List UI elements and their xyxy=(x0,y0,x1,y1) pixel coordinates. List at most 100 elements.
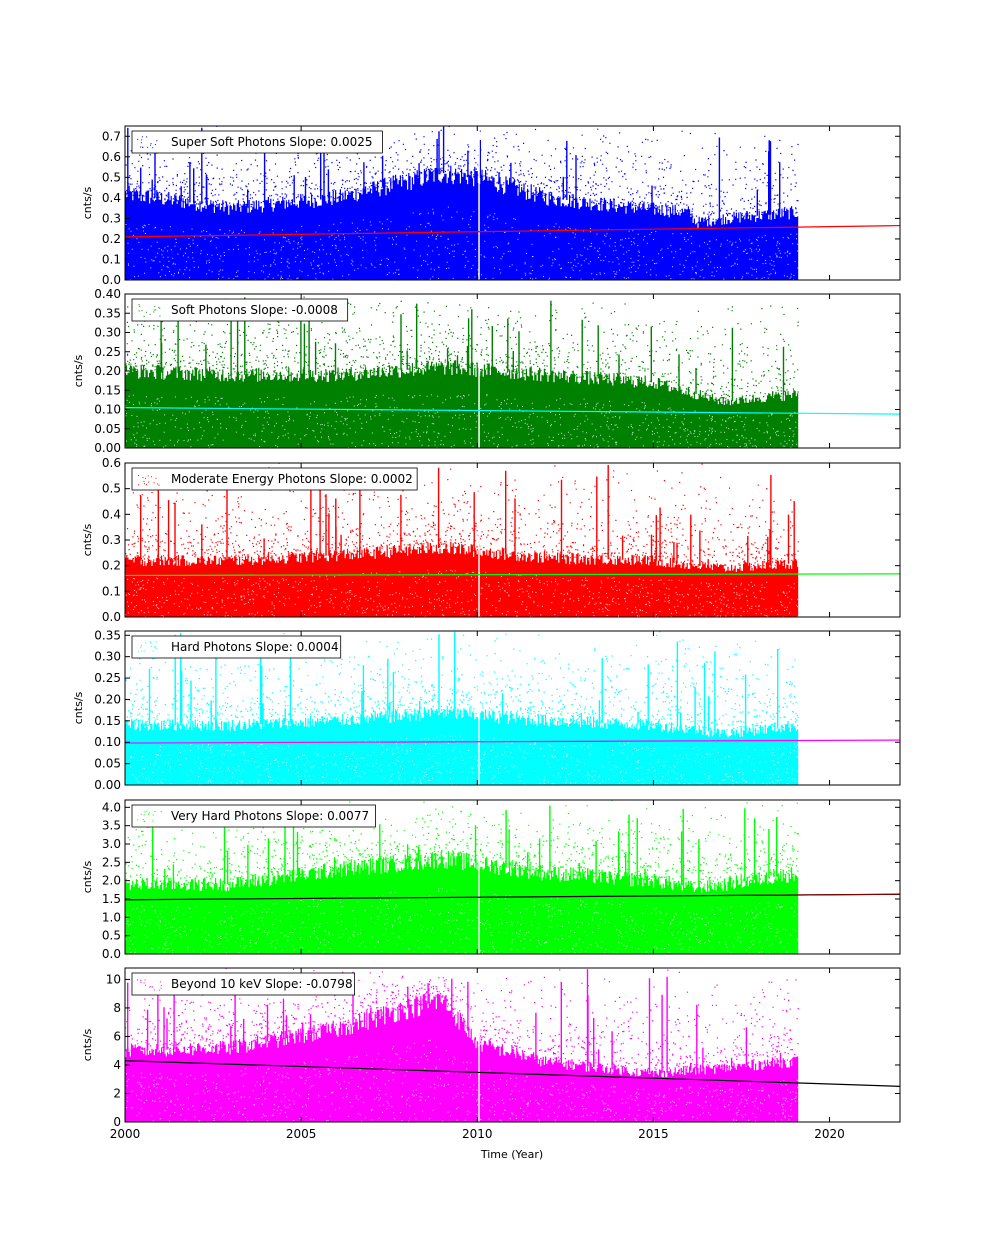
legend-marker xyxy=(140,981,142,983)
legend-marker xyxy=(142,819,144,821)
legend-marker xyxy=(158,306,160,308)
y-tick-label: 0.1 xyxy=(102,252,121,266)
panel-2: 0.00 0.05 0.10 0.15 0.20 0.25 0.30 0.35 0.40 cnts… xyxy=(72,287,901,455)
legend-box xyxy=(131,130,383,154)
panel-4-plot-area xyxy=(125,631,900,785)
y-tick-label: 0.0 xyxy=(102,610,121,624)
series-points-band xyxy=(125,541,799,617)
legend-marker xyxy=(141,139,143,141)
legend-marker xyxy=(150,144,152,146)
legend-marker xyxy=(149,313,151,315)
fit-line xyxy=(125,1060,900,1087)
y-tick-label: 0.6 xyxy=(102,456,121,470)
legend-marker xyxy=(153,646,155,648)
series-gaps xyxy=(126,1039,799,1122)
y-tick-label: 0.15 xyxy=(94,383,121,397)
y-tick-label: 0.05 xyxy=(94,757,121,771)
y-tick-label: 3.0 xyxy=(102,837,121,851)
legend-marker xyxy=(150,646,152,648)
y-tick-label: 0.15 xyxy=(94,714,121,728)
y-tick-label: 1.5 xyxy=(102,892,121,906)
legend-marker xyxy=(137,979,139,981)
y-tick-label: 2.0 xyxy=(102,874,121,888)
y-axis-label: cnts/s xyxy=(72,354,85,387)
legend-marker xyxy=(160,810,162,812)
panel-2-plot-area xyxy=(125,294,900,448)
legend-label: Soft Photons Slope: -0.0008 xyxy=(171,303,338,317)
legend-marker xyxy=(158,989,160,991)
legend-marker xyxy=(149,986,151,988)
legend-marker xyxy=(148,481,150,483)
series-points-band xyxy=(125,360,799,448)
y-tick-label: 0 xyxy=(113,1115,121,1129)
y-axis-label: cnts/s xyxy=(81,860,94,893)
y-tick-label: 0.3 xyxy=(102,533,121,547)
legend: Soft Photons Slope: -0.0008 xyxy=(131,298,349,322)
y-tick-label: 10 xyxy=(106,972,121,986)
x-tick-label: 2005 xyxy=(286,1127,317,1141)
legend-marker xyxy=(152,814,154,816)
legend-label: Beyond 10 keV Slope: -0.0798 xyxy=(171,977,353,991)
series-points-scatter xyxy=(125,968,799,1075)
legend-marker xyxy=(143,650,145,652)
panel-frame xyxy=(124,799,901,955)
legend-marker xyxy=(160,985,162,987)
y-axis-label: cnts/s xyxy=(81,1028,94,1061)
y-tick-label: 0.3 xyxy=(102,211,121,225)
y-tick-label: 8 xyxy=(113,1001,121,1015)
panel-5: 0.0 0.5 1.0 1.5 2.0 2.5 3.0 3.5 4.0 cnts/s Very Ha… xyxy=(81,799,901,961)
legend-marker xyxy=(155,641,157,643)
fit-line xyxy=(125,406,900,415)
legend-marker xyxy=(138,651,140,653)
legend: Very Hard Photons Slope: 0.0077 xyxy=(131,804,376,828)
legend-marker xyxy=(148,812,150,814)
legend-label: Super Soft Photons Slope: 0.0025 xyxy=(171,135,373,149)
legend-marker xyxy=(137,138,139,140)
legend-marker xyxy=(151,986,153,988)
legend-marker xyxy=(144,821,146,823)
legend-marker xyxy=(152,147,154,149)
legend-marker xyxy=(147,146,149,148)
y-axis-label: cnts/s xyxy=(72,691,85,724)
series-points-band xyxy=(125,705,799,785)
y-tick-label: 0.30 xyxy=(94,650,121,664)
y-tick-label: 0.0 xyxy=(102,947,121,961)
legend-marker xyxy=(160,987,162,989)
legend-marker xyxy=(143,814,145,816)
y-tick-label: 1.0 xyxy=(102,910,121,924)
y-tick-label: 0.30 xyxy=(94,326,121,340)
legend-marker xyxy=(154,306,156,308)
legend-marker xyxy=(145,311,147,313)
y-tick-label: 0.5 xyxy=(102,929,121,943)
y-tick-label: 0.40 xyxy=(94,287,121,301)
legend-marker xyxy=(153,309,155,311)
legend: Beyond 10 keV Slope: -0.0798 xyxy=(131,972,356,996)
legend-box xyxy=(131,635,342,659)
legend-marker xyxy=(159,307,161,309)
y-tick-label: 0.1 xyxy=(102,584,121,598)
panel-3: 0.0 0.1 0.2 0.3 0.4 0.5 0.6 cnts/s Moderate Ener… xyxy=(81,456,901,624)
panel-6: 0 2 4 6 8 10 2000 2005 2010 2015 2020 cnts/s Beyond … xyxy=(81,967,901,1141)
legend-marker xyxy=(138,484,140,486)
legend-marker xyxy=(150,986,152,988)
panel-frame xyxy=(124,630,901,786)
legend-marker xyxy=(146,810,148,812)
legend-box xyxy=(131,298,349,322)
y-tick-label: 0.20 xyxy=(94,364,121,378)
legend-marker xyxy=(138,304,140,306)
y-tick-label: 0.10 xyxy=(94,735,121,749)
y-tick-label: 4.0 xyxy=(102,800,121,814)
legend-marker xyxy=(159,315,161,317)
y-tick-label: 0.10 xyxy=(94,403,121,417)
legend-marker xyxy=(141,650,143,652)
y-axis-label: cnts/s xyxy=(81,523,94,556)
legend-marker xyxy=(155,309,157,311)
panel-frame xyxy=(124,967,901,1123)
chart-panels: 0.0 0.1 0.2 0.3 0.4 0.5 0.6 0.7 cnts/s Super Soft… xyxy=(72,125,901,1141)
legend-marker xyxy=(149,641,151,643)
y-tick-label: 0.4 xyxy=(102,191,121,205)
legend-marker xyxy=(140,813,142,815)
y-tick-label: 0.25 xyxy=(94,345,121,359)
legend: Super Soft Photons Slope: 0.0025 xyxy=(131,130,383,154)
x-axis-label: Time (Year) xyxy=(480,1148,543,1161)
